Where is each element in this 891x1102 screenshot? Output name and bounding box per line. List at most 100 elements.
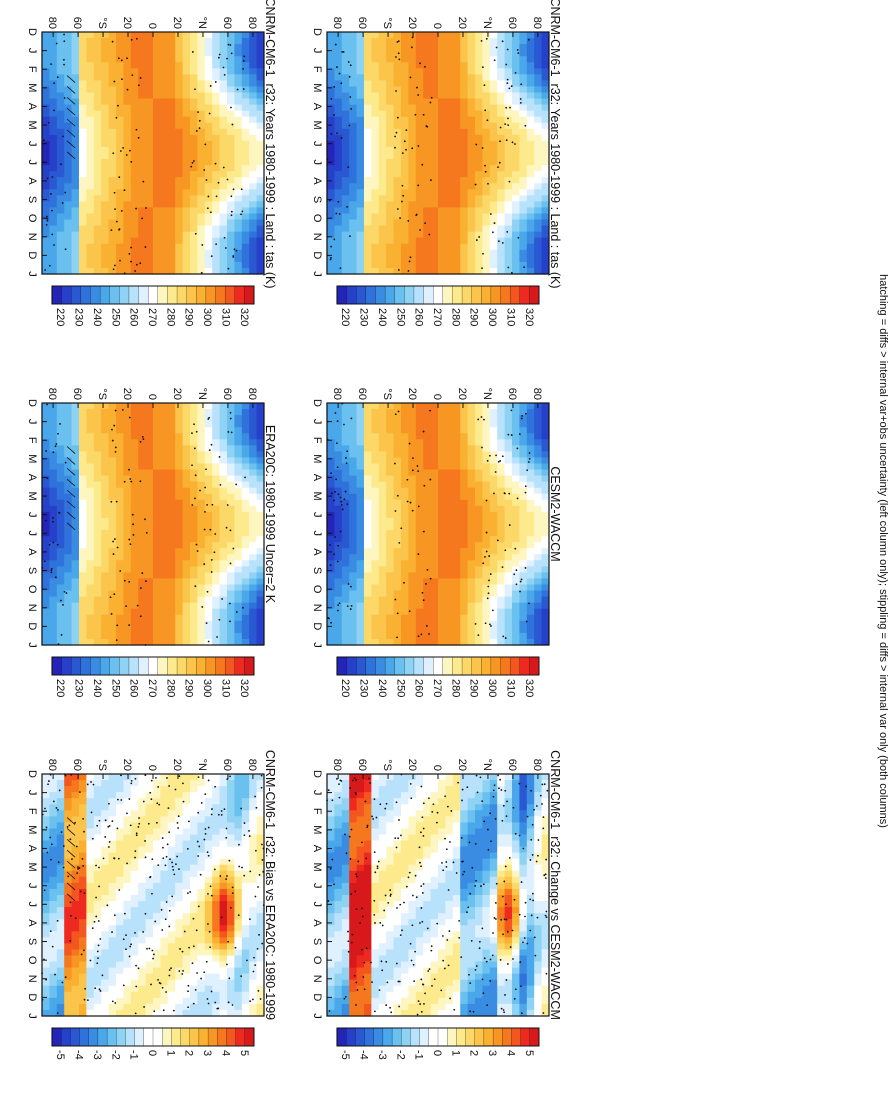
heatmap-cell [115, 602, 124, 610]
heatmap-cell [122, 792, 131, 799]
heatmap-cell [122, 165, 131, 172]
stipple-dot [113, 914, 116, 917]
heatmap-cell [167, 852, 176, 860]
heatmap-cell [93, 32, 102, 39]
heatmap-cell [78, 110, 87, 118]
heatmap-cell [474, 32, 483, 39]
heatmap-cell [174, 511, 183, 519]
heatmap-cell [196, 207, 205, 215]
heatmap-cell [182, 572, 190, 580]
heatmap-cell [41, 110, 50, 118]
heatmap-cell [248, 638, 257, 646]
heatmap-cell [182, 608, 190, 616]
heatmap-cell [226, 439, 235, 446]
heatmap-cell [504, 38, 512, 45]
heatmap-cell [137, 457, 146, 465]
heatmap-cell [71, 596, 79, 604]
heatmap-cell [145, 38, 153, 45]
heatmap-cell [363, 74, 372, 81]
heatmap-cell [256, 207, 264, 215]
heatmap-cell [174, 505, 183, 513]
heatmap-cell [108, 524, 116, 531]
heatmap-cell [78, 415, 87, 422]
heatmap-cell [248, 469, 257, 477]
heatmap-cell [256, 882, 264, 890]
heatmap-cell [159, 1009, 168, 1017]
heatmap-cell [122, 913, 131, 920]
heatmap-cell [174, 409, 183, 416]
heatmap-cell [71, 439, 79, 446]
heatmap-cell [56, 165, 65, 172]
heatmap-cell [233, 50, 242, 57]
stipple-dot [66, 826, 69, 828]
heatmap-cell [189, 864, 198, 872]
heatmap-cell [78, 481, 87, 489]
heatmap-cell [108, 189, 116, 196]
heatmap-cell [422, 86, 431, 94]
heatmap-cell [174, 104, 183, 112]
heatmap-cell [226, 225, 235, 233]
stipple-dot [162, 846, 164, 849]
heatmap-cell [100, 80, 109, 88]
heatmap-cell [370, 128, 379, 136]
heatmap-cell [71, 991, 79, 999]
heatmap-cell [122, 780, 131, 787]
heatmap-cell [233, 780, 242, 787]
heatmap-cell [63, 255, 72, 263]
heatmap-cell [159, 895, 168, 902]
heatmap-cell [122, 231, 131, 239]
heatmap-cell [226, 967, 235, 975]
heatmap-cell [256, 913, 264, 920]
heatmap-cell [348, 56, 357, 63]
heatmap-cell [196, 810, 205, 817]
heatmap-cell [159, 626, 168, 634]
heatmap-cell [541, 98, 549, 106]
stipple-dot [43, 560, 46, 563]
heatmap-cell [167, 566, 176, 574]
stipple-dot [208, 416, 211, 419]
heatmap-cell [256, 80, 264, 88]
heatmap-cell [167, 876, 176, 884]
heatmap-cell [241, 1009, 250, 1017]
heatmap-cell [152, 560, 161, 567]
colorbar-swatch [224, 656, 235, 676]
heatmap-cell [233, 207, 242, 215]
heatmap-cell [145, 548, 153, 555]
heatmap-cell [182, 822, 190, 830]
heatmap-cell [145, 949, 153, 957]
heatmap-cell [182, 183, 190, 190]
heatmap-cell [152, 165, 161, 172]
heatmap-cell [63, 804, 72, 811]
heatmap-cell [63, 171, 72, 178]
heatmap-cell [241, 578, 250, 586]
heatmap-cell [100, 937, 109, 945]
heatmap-cell [85, 171, 94, 178]
heatmap-cell [115, 997, 124, 1005]
heatmap-cell [145, 511, 153, 519]
heatmap-cell [108, 68, 116, 75]
heatmap-cell [115, 403, 124, 410]
heatmap-cell [400, 68, 409, 75]
stipple-dot [113, 80, 116, 83]
stipple-dot [206, 998, 209, 1000]
heatmap-cell [219, 985, 227, 993]
heatmap-cell [415, 122, 424, 130]
heatmap-cell [130, 267, 139, 275]
stipple-dot [64, 461, 67, 464]
heatmap-cell [145, 409, 153, 416]
heatmap-cell [159, 261, 168, 269]
heatmap-cell [100, 189, 109, 196]
heatmap-cell [48, 225, 57, 233]
heatmap-cell [48, 116, 57, 124]
heatmap-cell [356, 68, 364, 75]
heatmap-cell [41, 882, 50, 890]
heatmap-cell [256, 919, 264, 926]
heatmap-cell [196, 171, 205, 178]
heatmap-cell [174, 165, 183, 172]
heatmap-cell [533, 50, 542, 57]
heatmap-cell [226, 469, 235, 477]
heatmap-cell [196, 888, 205, 896]
heatmap-cell [63, 572, 72, 580]
heatmap-cell [63, 1003, 72, 1011]
heatmap-cell [189, 427, 198, 434]
